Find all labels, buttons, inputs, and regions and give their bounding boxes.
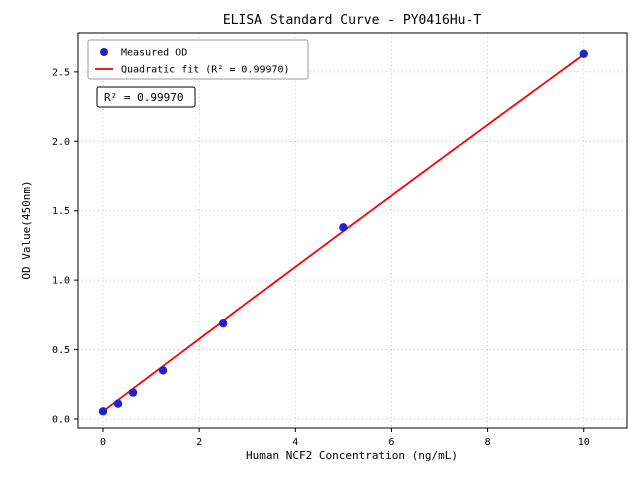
annotation-text: R² = 0.99970	[104, 91, 183, 104]
data-point	[113, 399, 123, 408]
x-tick-label: 4	[292, 437, 298, 448]
annotation-box	[96, 86, 196, 108]
y-axis-label: OD Value(450nm)	[20, 180, 33, 279]
y-tick-label: 1.0	[52, 276, 70, 287]
y-tick-label: 1.5	[52, 206, 70, 217]
data-point	[339, 223, 348, 232]
legend: Measured OD Quadratic fit (R² = 0.99970)	[87, 39, 309, 80]
axes: 0 2 4 6 8 10 0.0 0.5 1.0 1.5 2.0 2.5	[52, 32, 628, 448]
legend-label-measured: Measured OD	[121, 48, 187, 59]
legend-box	[87, 39, 309, 80]
chart-title: ELISA Standard Curve - PY0416Hu-T	[223, 13, 481, 28]
x-tick-label: 6	[388, 437, 394, 448]
fit-line	[102, 53, 585, 413]
data-point	[98, 407, 108, 416]
x-tick-label: 10	[578, 437, 590, 448]
legend-label-fit: Quadratic fit (R² = 0.99970)	[121, 65, 290, 76]
x-tick-label: 0	[100, 437, 106, 448]
y-tick-label: 2.5	[52, 67, 70, 78]
x-tick-label: 2	[196, 437, 202, 448]
plot-border	[77, 32, 628, 429]
x-axis-label: Human NCF2 Concentration (ng/mL)	[246, 449, 458, 462]
y-tick-label: 0.0	[52, 414, 70, 425]
plot-series	[98, 49, 588, 416]
x-tick-label: 8	[485, 437, 491, 448]
data-point	[158, 366, 168, 375]
data-point	[218, 318, 228, 328]
y-tick-label: 0.5	[52, 345, 70, 356]
y-tick-label: 2.0	[52, 137, 70, 148]
legend-marker-dot	[100, 48, 108, 56]
r-squared-annotation: R² = 0.99970	[96, 86, 196, 108]
data-point	[579, 49, 588, 59]
data-point	[128, 388, 138, 397]
